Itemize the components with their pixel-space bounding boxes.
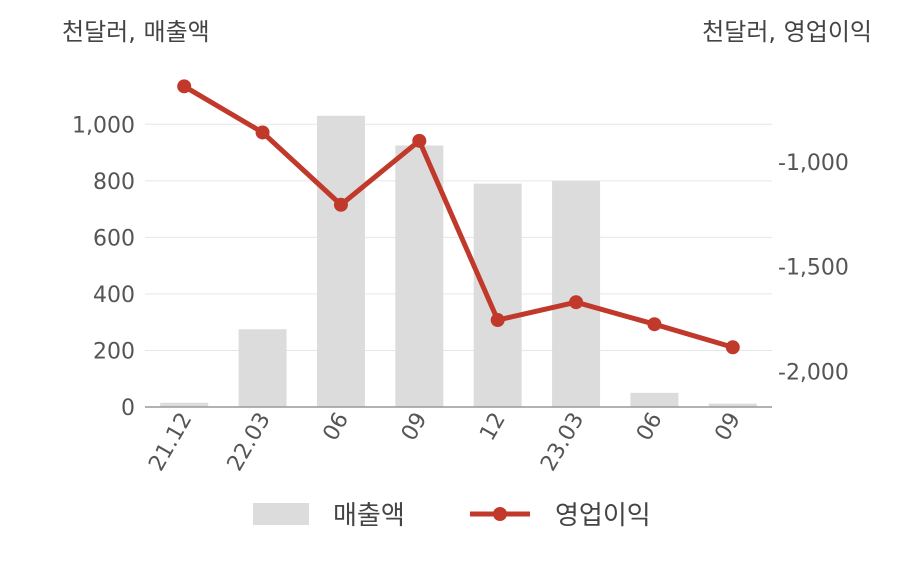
bar	[552, 180, 601, 407]
right-tick-label: -1,000	[778, 151, 849, 176]
x-tick-label: 21.12	[144, 409, 197, 476]
bar	[316, 115, 365, 408]
left-tick-label: 800	[93, 170, 135, 195]
line-marker	[177, 79, 192, 94]
line-marker	[569, 295, 584, 310]
operating-profit-line	[182, 84, 734, 350]
line-series	[177, 79, 740, 355]
x-tick-label: 09	[710, 409, 746, 446]
left-tick-label: 0	[121, 396, 135, 421]
bar	[473, 183, 522, 407]
line-marker	[647, 317, 662, 332]
legend-line-label: 영업이익	[555, 501, 651, 531]
line-marker	[490, 313, 505, 328]
left-tick-label: 400	[93, 283, 135, 308]
bar	[708, 403, 757, 407]
line-marker	[255, 125, 270, 140]
right-tick-label: -1,500	[778, 256, 849, 281]
left-axis-unit: 천달러, 매출액	[62, 18, 210, 46]
right-axis-unit: 천달러, 영업이익	[702, 18, 872, 46]
line-marker	[333, 197, 348, 212]
legend-bar-label: 매출액	[333, 501, 405, 531]
line-marker	[725, 340, 740, 355]
right-tick-label: -2,000	[778, 360, 849, 385]
legend-bar-swatch	[253, 503, 309, 525]
x-tick-label: 22.03	[223, 409, 276, 476]
x-tick-label: 09	[397, 409, 433, 446]
x-tick-label: 12	[475, 409, 511, 446]
left-tick-label: 200	[93, 339, 135, 364]
line-marker	[412, 133, 427, 148]
bar	[160, 402, 209, 407]
bar-series	[160, 115, 757, 408]
bar	[630, 392, 679, 407]
x-tick-label: 23.03	[536, 409, 589, 476]
left-axis-ticks: 0 200 400 600 800 1,000	[72, 113, 135, 421]
bar	[395, 145, 444, 407]
left-tick-label: 600	[93, 226, 135, 251]
legend: 매출액 영업이익	[253, 501, 651, 531]
legend-line-marker	[493, 507, 507, 521]
left-tick-label: 1,000	[72, 113, 135, 138]
x-tick-label: 06	[318, 409, 354, 446]
gridlines	[145, 123, 772, 351]
right-axis-ticks: -1,000 -1,500 -2,000	[778, 151, 849, 386]
x-axis-ticks: 21.12 22.03 06 09 12 23.03 06 09	[144, 409, 746, 476]
x-tick-label: 06	[632, 409, 668, 446]
bar	[238, 329, 287, 407]
